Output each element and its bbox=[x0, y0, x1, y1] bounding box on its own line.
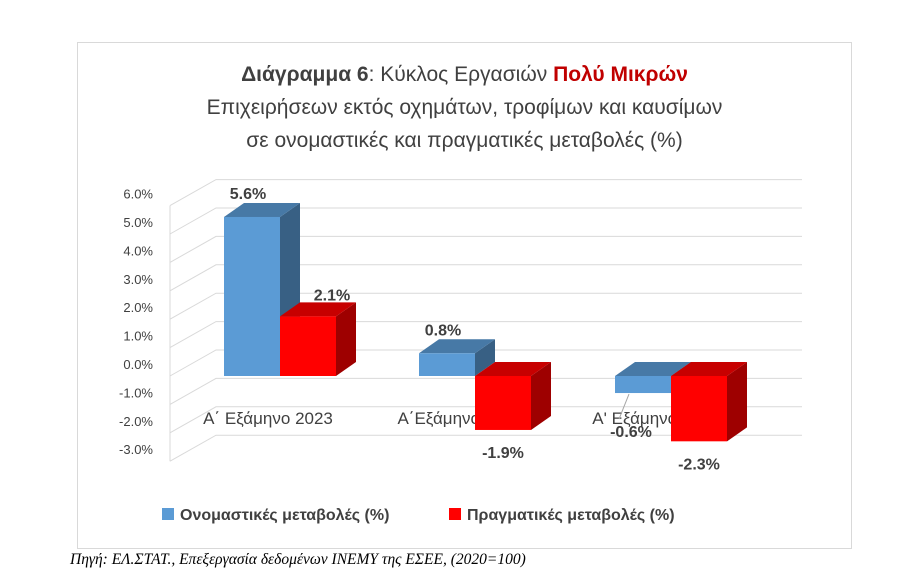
data-label: 2.1% bbox=[314, 287, 350, 304]
x-tick-label: Α΄ Εξάμηνο 2023 bbox=[203, 409, 333, 428]
bar-side bbox=[531, 362, 551, 430]
bar-real bbox=[280, 302, 356, 376]
gridline bbox=[169, 179, 802, 207]
y-tick-label: 0.0% bbox=[123, 357, 153, 372]
y-tick-label: 6.0% bbox=[123, 187, 153, 202]
bar-real bbox=[475, 362, 551, 430]
title-line3: σε ονομαστικές και πραγματικές μεταβολές… bbox=[246, 129, 683, 152]
y-tick-label: -3.0% bbox=[119, 442, 153, 457]
bar-top bbox=[224, 202, 300, 217]
bar-side bbox=[475, 339, 495, 376]
bar-top bbox=[615, 362, 691, 376]
data-label: 5.6% bbox=[230, 186, 266, 203]
data-label: 0.8% bbox=[425, 322, 461, 339]
y-tick-label: 2.0% bbox=[123, 300, 153, 315]
leader-line bbox=[618, 393, 630, 420]
chart-frame bbox=[77, 42, 852, 549]
gridline bbox=[169, 321, 802, 349]
legend: Ονομαστικές μεταβολές (%) Πραγματικές μετ… bbox=[162, 507, 675, 524]
legend-swatch-real bbox=[449, 508, 461, 520]
y-tick-label: 1.0% bbox=[123, 329, 153, 344]
legend-label-real: Πραγματικές μεταβολές (%) bbox=[467, 507, 675, 524]
bar-top bbox=[419, 339, 495, 354]
gridline bbox=[169, 207, 802, 235]
data-label: -2.3% bbox=[678, 456, 720, 473]
bar-real bbox=[671, 362, 747, 442]
title-highlight: Πολύ Μικρών bbox=[553, 63, 688, 86]
bar-top bbox=[671, 362, 747, 376]
legend-swatch-nominal bbox=[162, 508, 174, 520]
y-tick-label: -1.0% bbox=[119, 385, 153, 400]
source-note: Πηγή: ΕΛ.ΣΤΑΤ., Επεξεργασία δεδομένων ΙΝ… bbox=[70, 551, 526, 568]
y-tick-label: -2.0% bbox=[119, 414, 153, 429]
y-tick-label: 3.0% bbox=[123, 272, 153, 287]
bar-side bbox=[336, 302, 356, 376]
bar-top bbox=[475, 362, 551, 376]
bar-front bbox=[419, 353, 475, 376]
y-tick-label: 5.0% bbox=[123, 215, 153, 230]
bar-front bbox=[280, 316, 336, 376]
bar-front bbox=[615, 376, 671, 394]
chart-title: Διάγραμμα 6: Κύκλος Εργασιών Πολύ Μικρών… bbox=[77, 58, 852, 157]
title-line2: Επιχειρήσεων εκτός οχημάτων, τροφίμων κα… bbox=[206, 96, 723, 119]
gridline bbox=[169, 434, 802, 462]
gridline bbox=[169, 349, 802, 377]
title-normal: : Κύκλος Εργασιών bbox=[368, 63, 554, 86]
title-bold: Διάγραμμα 6 bbox=[241, 63, 369, 86]
bar-front bbox=[224, 216, 280, 376]
data-label: -0.6% bbox=[610, 424, 652, 441]
bar-top bbox=[280, 302, 356, 317]
gridline bbox=[169, 406, 802, 434]
gridlines bbox=[169, 179, 802, 462]
gridline bbox=[169, 292, 802, 320]
bar-front bbox=[671, 376, 727, 442]
legend-label-nominal: Ονομαστικές μεταβολές (%) bbox=[180, 507, 389, 524]
data-labels: 5.6% 0.8% -0.6% 2.1% -1.9% -2.3% bbox=[230, 186, 720, 473]
bar-side bbox=[727, 362, 747, 442]
bar-front bbox=[475, 376, 531, 430]
bar-nominal bbox=[419, 339, 495, 376]
gridline bbox=[169, 377, 802, 405]
gridline bbox=[169, 264, 802, 292]
y-tick-label: 4.0% bbox=[123, 243, 153, 258]
data-label: -1.9% bbox=[482, 445, 524, 462]
gridline bbox=[169, 235, 802, 263]
